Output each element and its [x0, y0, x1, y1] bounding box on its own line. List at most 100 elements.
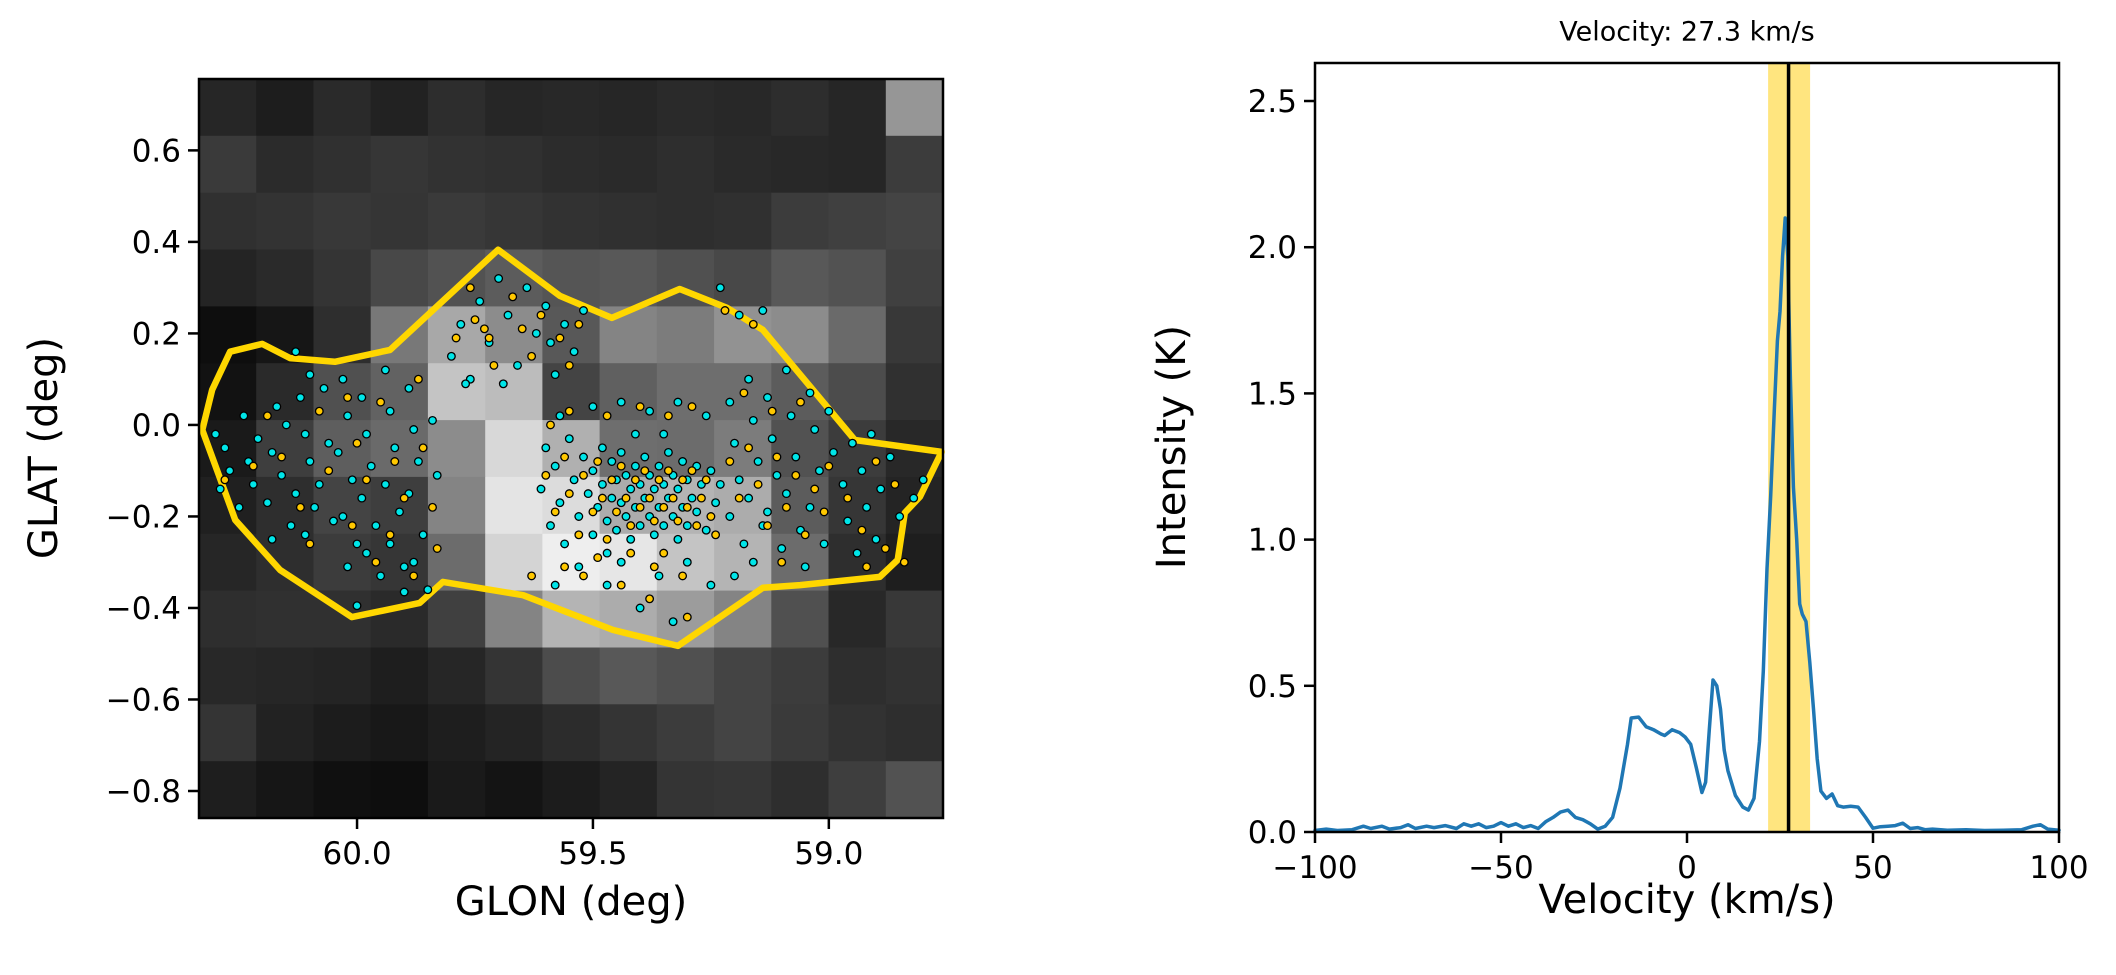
- scatter-point: [659, 429, 669, 439]
- scatter-point: [748, 415, 758, 425]
- heatmap-cell: [828, 135, 887, 194]
- heatmap-cell: [714, 79, 772, 137]
- scatter-point: [805, 388, 815, 398]
- scatter-point: [668, 617, 678, 627]
- heatmap-cell: [828, 363, 887, 421]
- scatter-point: [687, 466, 697, 476]
- scatter-point: [456, 319, 466, 329]
- scatter-point: [220, 475, 230, 485]
- scatter-point: [857, 525, 867, 535]
- scatter-point: [777, 544, 787, 553]
- heatmap-cell: [828, 192, 887, 251]
- heatmap-cell: [542, 761, 601, 819]
- heatmap-cell: [256, 647, 314, 705]
- scatter-point: [673, 397, 683, 407]
- heatmap-cell: [485, 363, 543, 421]
- heatmap-cell: [714, 761, 772, 819]
- scatter-point: [918, 475, 928, 485]
- scatter-point: [687, 493, 697, 503]
- right-plot-title: Velocity: 27.3 km/s: [1559, 16, 1815, 48]
- scatter-point: [517, 324, 527, 334]
- scatter-point: [343, 562, 353, 572]
- scatter-point: [607, 475, 617, 485]
- scatter-point: [546, 521, 555, 531]
- left-y-tick-label: 0.6: [132, 133, 181, 169]
- heatmap-cell: [771, 249, 830, 307]
- scatter-point: [744, 374, 754, 384]
- scatter-point: [692, 507, 702, 517]
- scatter-point: [857, 466, 867, 476]
- scatter-point: [885, 452, 895, 462]
- left-x-tick-label: 59.5: [558, 836, 627, 872]
- scatter-point: [602, 534, 612, 544]
- scatter-point: [546, 338, 555, 348]
- scatter-point: [277, 470, 287, 480]
- heatmap-cell: [771, 647, 830, 705]
- scatter-point: [626, 521, 636, 531]
- scatter-point: [607, 457, 617, 466]
- heatmap-cell: [427, 590, 486, 648]
- scatter-point: [329, 516, 338, 526]
- scatter-point: [866, 429, 876, 439]
- heatmap-cell: [542, 135, 601, 194]
- right-axes: −100 −50 0 50 100 0.0 0.5 1.0 1.5 2.0 2.5: [1248, 61, 2089, 886]
- heatmap-cell: [370, 647, 429, 705]
- scatter-point: [895, 512, 905, 521]
- heatmap-cell: [542, 79, 601, 137]
- heatmap-cell: [370, 704, 429, 762]
- scatter-point: [668, 493, 678, 503]
- scatter-point: [616, 580, 626, 590]
- heatmap-cell: [256, 420, 314, 478]
- scatter-point: [380, 479, 390, 489]
- heatmap-cell: [199, 135, 257, 194]
- heatmap-cell: [485, 476, 543, 535]
- heatmap-cell: [885, 306, 944, 364]
- scatter-point: [824, 406, 834, 416]
- scatter-point: [291, 347, 301, 357]
- scatter-cyan-sources: [211, 274, 928, 627]
- scatter-point: [630, 429, 640, 439]
- heatmap-cell: [313, 647, 372, 705]
- heatmap-cell: [199, 761, 257, 819]
- scatter-point: [262, 498, 272, 508]
- scatter-point: [616, 397, 626, 407]
- scatter-point: [413, 457, 423, 466]
- scatter-point: [767, 406, 777, 416]
- scatter-point: [267, 447, 277, 457]
- scatter-point: [248, 461, 258, 471]
- heatmap-cell: [370, 363, 429, 421]
- heatmap-cell: [370, 249, 429, 307]
- heatmap-cell: [256, 79, 314, 137]
- right-x-tick-label: −50: [1468, 850, 1533, 886]
- scatter-point: [843, 493, 853, 503]
- heatmap-cell: [370, 192, 429, 251]
- scatter-point: [800, 530, 810, 540]
- heatmap-cell: [485, 135, 543, 194]
- scatter-point: [659, 521, 669, 531]
- scatter-point: [385, 406, 395, 416]
- scatter-point: [376, 571, 386, 581]
- scatter-point: [753, 457, 763, 466]
- heatmap-cell: [199, 249, 257, 307]
- heatmap-cell: [427, 79, 486, 137]
- scatter-point: [696, 493, 706, 503]
- scatter-point: [602, 516, 612, 526]
- heatmap-cell: [828, 647, 887, 705]
- heatmap-cell: [771, 704, 830, 762]
- heatmap-cell: [313, 533, 372, 592]
- scatter-point: [687, 402, 697, 412]
- scatter-point: [295, 502, 305, 512]
- heatmap-cell: [427, 363, 486, 421]
- scatter-point: [602, 411, 612, 421]
- scatter-point: [579, 571, 588, 581]
- heatmap-cell: [599, 647, 658, 705]
- scatter-point: [588, 402, 598, 412]
- scatter-point: [663, 411, 673, 421]
- scatter-point: [343, 411, 353, 421]
- scatter-point: [730, 438, 739, 448]
- scatter-point: [786, 411, 796, 421]
- scatter-point: [560, 562, 570, 572]
- heatmap-cell: [427, 647, 486, 705]
- heatmap-cell: [885, 79, 944, 137]
